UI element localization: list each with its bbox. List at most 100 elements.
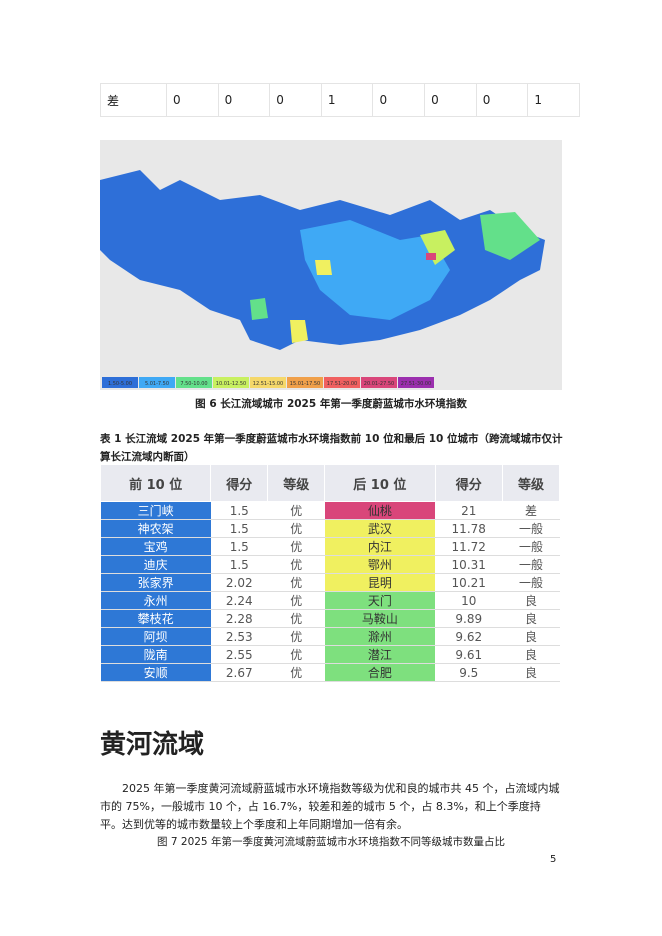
legend-label: 1.50-5.00: [108, 381, 132, 387]
map: 1.50-5.00 5.01-7.50 7.50-10.00 10.01-12.50 1…: [100, 140, 562, 390]
row: 永州 2.24 优天门 10 良: [100, 591, 560, 610]
cell: 武汉: [324, 519, 435, 538]
cell: 2.55: [210, 645, 268, 664]
row: 张家界 2.02 优昆明 10.21 一般: [100, 573, 560, 592]
cell: 永州: [100, 591, 211, 610]
cell: 宝鸡: [100, 537, 211, 556]
header-cell: 前 10 位: [99, 464, 212, 502]
legend-label: 7.50-10.00: [180, 381, 207, 387]
cell: 10.21: [435, 573, 503, 592]
cell: 天门: [324, 591, 435, 610]
legend-label: 27.51-30.00: [401, 381, 431, 387]
cell: 优: [267, 591, 325, 610]
cell: 滁州: [324, 627, 435, 646]
legend-label: 10.01-12.50: [216, 381, 246, 387]
cell: 良: [502, 663, 560, 682]
cell: 优: [267, 501, 325, 520]
cell: 鄂州: [324, 555, 435, 574]
row: 陇南 2.55 优潜江 9.61 良: [100, 645, 560, 664]
cell: 9.89: [435, 609, 503, 628]
page-number: 5: [550, 854, 557, 865]
cell: 1: [320, 83, 374, 117]
cell: 良: [502, 645, 560, 664]
paragraph: 2025 年第一季度黄河流域蔚蓝城市水环境指数等级为优和良的城市共 45 个，占…: [100, 782, 560, 831]
cell: 合肥: [324, 663, 435, 682]
row: 神农架 1.5 优武汉 11.78 一般: [100, 519, 560, 538]
cell: 阿坝: [100, 627, 211, 646]
cell: 0: [269, 83, 322, 117]
cell: 一般: [502, 537, 560, 556]
cell: 1.5: [210, 519, 268, 538]
row: 安顺 2.67 优合肥 9.5 良: [100, 663, 560, 682]
legend-swatch: [361, 377, 397, 388]
cell: 优: [267, 609, 325, 628]
cell: 10: [435, 591, 503, 610]
legend-label: 15.01-17.50: [290, 381, 320, 387]
table-caption: 表 1 长江流域 2025 年第一季度蔚蓝城市水环境指数前 10 位和最后 10…: [100, 433, 563, 463]
cell: 潜江: [324, 645, 435, 664]
cell: 9.61: [435, 645, 503, 664]
cell: 2.28: [210, 609, 268, 628]
section-title: 黄河流域: [100, 730, 205, 760]
row: 迪庆 1.5 优鄂州 10.31 一般: [100, 555, 560, 574]
cell: 马鞍山: [324, 609, 435, 628]
cell: 神农架: [100, 519, 211, 538]
cell: 攀枝花: [100, 609, 211, 628]
cell: 2.02: [210, 573, 268, 592]
cell: 昆明: [324, 573, 435, 592]
legend-swatch: [213, 377, 249, 388]
cell: 0: [475, 83, 529, 117]
legend-label: 5.01-7.50: [145, 381, 169, 387]
cell: 良: [502, 591, 560, 610]
header-cell: 等级: [267, 464, 326, 502]
row: 宝鸡 1.5 优内江 11.72 一般: [100, 537, 560, 556]
figure-caption: 图 6 长江流域城市 2025 年第一季度蔚蓝城市水环境指数: [195, 398, 467, 410]
row: 攀枝花 2.28 优马鞍山 9.89 良: [100, 609, 560, 628]
header-cell: 得分: [210, 464, 269, 502]
cell: 11.78: [435, 519, 503, 538]
figure-caption: 图 7 2025 年第一季度黄河流域蔚蓝城市水环境指数不同等级城市数量占比: [157, 836, 505, 848]
cell: 陇南: [100, 645, 211, 664]
cell: 优: [267, 537, 325, 556]
cell: 0: [166, 83, 219, 117]
legend-swatch: [250, 377, 286, 388]
cell: 差: [99, 83, 168, 117]
header-cell: 后 10 位: [324, 464, 436, 502]
cell: 21: [435, 501, 503, 520]
cell: 0: [217, 83, 271, 117]
legend-swatch: [287, 377, 323, 388]
cell: 2.53: [210, 627, 268, 646]
cell: 优: [267, 573, 325, 592]
cell: 9.5: [435, 663, 503, 682]
legend-swatch: [139, 377, 175, 388]
legend-label: 20.01-27.50: [364, 381, 394, 387]
cell: 0: [424, 83, 477, 117]
header-cell: 等级: [501, 464, 561, 502]
cell: 优: [267, 663, 325, 682]
cell: 安顺: [100, 663, 211, 682]
cell: 11.72: [435, 537, 503, 556]
legend-swatch: [324, 377, 360, 388]
cell: 1.5: [210, 555, 268, 574]
legend-label: 17.51-20.00: [327, 381, 357, 387]
row: 阿坝 2.53 优滁州 9.62 良: [100, 627, 560, 646]
header-cell: 得分: [434, 464, 503, 502]
legend-swatch: [102, 377, 138, 388]
row: 三门峡 1.5 优仙桃 21 差: [100, 501, 560, 520]
cell: 良: [502, 609, 560, 628]
cell: 2.24: [210, 591, 268, 610]
cell: 9.62: [435, 627, 503, 646]
legend-swatch: [398, 377, 434, 388]
ranking-table: 前 10 位得分 等级后 10 位得分 等级 三门峡 1.5 优仙桃 21 差神农架 1.5 优武…: [99, 464, 561, 682]
cell: 1: [527, 83, 580, 117]
cell: 一般: [502, 519, 560, 538]
cell: 三门峡: [100, 501, 211, 520]
cell: 仙桃: [324, 501, 435, 520]
cell: 一般: [502, 555, 560, 574]
cell: 优: [267, 627, 325, 646]
cell: 一般: [502, 573, 560, 592]
cell: 张家界: [100, 573, 211, 592]
cell: 优: [267, 555, 325, 574]
